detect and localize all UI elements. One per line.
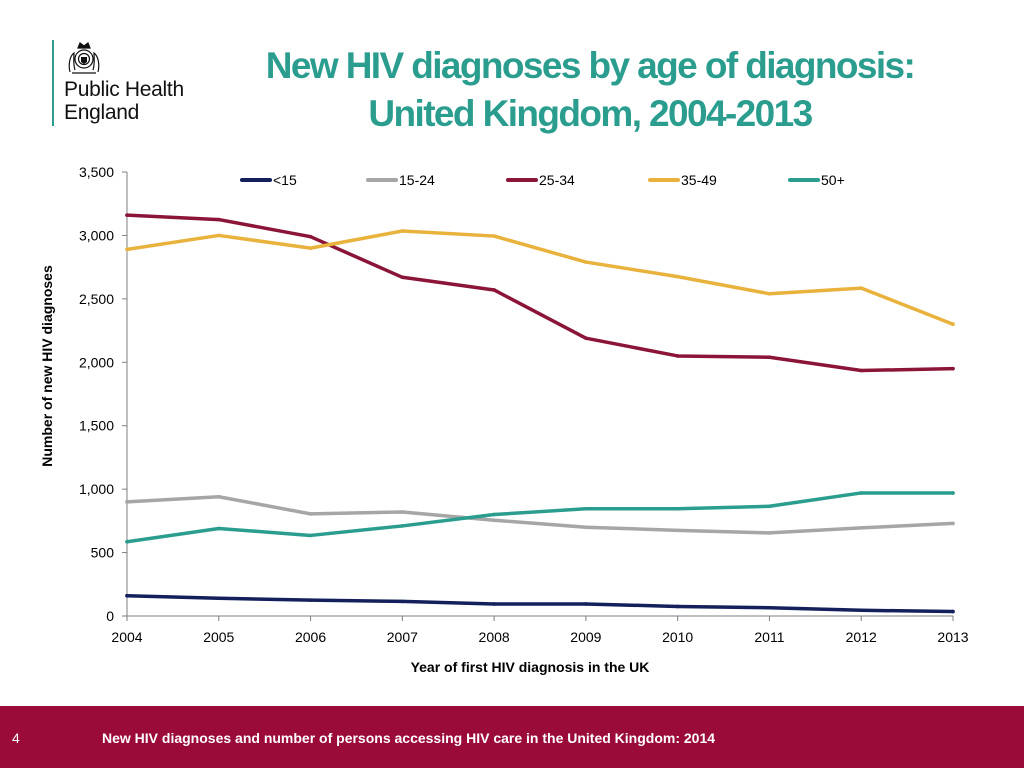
y-tick-label: 0: [106, 608, 114, 624]
data-point-4-4: [492, 512, 496, 517]
data-point-0-6: [675, 604, 680, 609]
logo-divider: [52, 40, 54, 126]
data-point-4-3: [400, 524, 405, 528]
data-point-4-8: [859, 491, 864, 495]
x-axis-title: Year of first HIV diagnosis in the UK: [411, 659, 650, 675]
x-tick-label: 2013: [937, 629, 968, 645]
title-line-1: New HIV diagnoses by age of diagnosis:: [265, 45, 916, 86]
x-tick-label: 2010: [662, 629, 693, 645]
footer-caption: New HIV diagnoses and number of persons …: [102, 730, 716, 746]
data-point-3-1: [216, 233, 221, 238]
data-point-3-8: [859, 286, 864, 290]
data-point-4-6: [675, 507, 680, 511]
data-point-2-4: [492, 288, 496, 292]
data-point-4-9: [951, 491, 955, 495]
x-tick-label: 2007: [387, 629, 418, 645]
slide-title: New HIV diagnoses by age of diagnosis: U…: [230, 42, 950, 138]
data-point-4-0: [125, 539, 129, 544]
data-point-3-0: [125, 247, 129, 252]
logo-line-1: Public Health: [64, 78, 184, 101]
data-point-0-7: [767, 605, 772, 610]
data-point-2-3: [400, 275, 405, 280]
data-point-1-0: [125, 500, 129, 504]
data-point-4-2: [308, 533, 313, 538]
data-point-0-8: [859, 608, 864, 613]
x-tick-label: 2008: [479, 629, 510, 645]
data-point-3-4: [492, 234, 496, 238]
data-point-0-5: [584, 602, 588, 606]
data-point-0-3: [400, 599, 405, 604]
y-tick-label: 1,500: [79, 418, 114, 434]
data-point-1-6: [675, 528, 680, 533]
data-point-1-4: [492, 518, 496, 523]
data-point-3-2: [308, 246, 313, 250]
data-point-3-3: [400, 229, 405, 233]
data-point-1-9: [951, 521, 955, 526]
data-point-2-9: [951, 366, 955, 371]
data-point-4-7: [767, 504, 772, 509]
data-point-2-2: [308, 234, 313, 239]
data-point-0-4: [492, 602, 496, 606]
series-line-1: [125, 495, 955, 535]
legend-label-3: 35-49: [681, 172, 717, 188]
data-point-2-1: [216, 217, 221, 222]
series-line-2: [125, 213, 955, 373]
data-point-4-5: [584, 507, 588, 511]
data-point-0-1: [216, 596, 221, 601]
y-axis-title: Number of new HIV diagnoses: [39, 265, 55, 467]
legend-label-0: <15: [273, 172, 297, 188]
y-tick-label: 2,500: [79, 291, 114, 307]
x-tick-label: 2006: [295, 629, 326, 645]
data-point-1-3: [400, 510, 405, 514]
royal-crest-icon: [68, 42, 100, 74]
data-point-1-5: [584, 525, 588, 529]
footer-bar: 4 New HIV diagnoses and number of person…: [0, 706, 1024, 768]
x-tick-label: 2012: [846, 629, 877, 645]
line-chart: 0 500 1,000 1,500 2,000 2,500 3,000 3,500 2004 20…: [39, 164, 969, 675]
legend-label-2: 25-34: [539, 172, 575, 188]
data-point-1-2: [308, 512, 313, 516]
y-tick-label: 2,000: [79, 354, 114, 370]
y-tick-label: 1,000: [79, 481, 114, 497]
series-line-3: [125, 229, 955, 326]
data-point-2-8: [859, 368, 864, 373]
data-point-0-9: [951, 609, 955, 614]
series-line-4: [125, 491, 955, 544]
data-point-2-0: [125, 213, 129, 217]
x-tick-label: 2004: [111, 629, 142, 645]
data-point-2-5: [584, 336, 588, 340]
title-line-2: United Kingdom, 2004-2013: [368, 93, 813, 134]
series-line-0: [125, 593, 955, 614]
data-point-3-5: [584, 260, 588, 264]
x-tick-label: 2005: [203, 629, 234, 645]
data-point-4-1: [216, 526, 221, 531]
legend-label-4: 50+: [821, 172, 845, 188]
organisation-name: Public Health England: [64, 78, 184, 124]
data-point-1-1: [216, 494, 221, 499]
page-number: 4: [12, 730, 20, 746]
phe-logo: Public Health England: [52, 40, 212, 128]
data-point-0-2: [308, 598, 313, 602]
data-point-2-7: [767, 355, 772, 360]
y-tick-label: 3,000: [79, 227, 114, 243]
legend-label-1: 15-24: [399, 172, 435, 188]
data-point-3-7: [767, 291, 772, 296]
x-tick-label: 2009: [570, 629, 601, 645]
data-point-0-0: [125, 593, 129, 598]
data-point-1-7: [767, 531, 772, 535]
y-tick-label: 500: [91, 545, 115, 561]
data-point-2-6: [675, 354, 680, 358]
y-tick-label: 3,500: [79, 164, 114, 180]
logo-line-2: England: [64, 101, 139, 124]
x-tick-label: 2011: [754, 629, 784, 645]
data-point-3-6: [675, 274, 680, 279]
data-point-1-8: [859, 526, 864, 530]
data-point-3-9: [951, 322, 955, 327]
